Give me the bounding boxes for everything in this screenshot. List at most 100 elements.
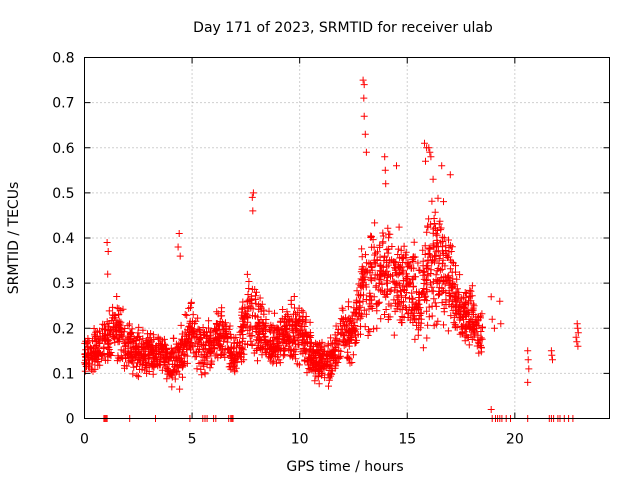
data-point bbox=[347, 335, 355, 343]
data-point bbox=[456, 271, 464, 279]
data-point bbox=[421, 242, 429, 250]
data-point bbox=[283, 324, 290, 332]
data-point bbox=[346, 359, 354, 367]
data-point bbox=[415, 266, 423, 274]
data-points bbox=[81, 76, 582, 422]
data-point bbox=[361, 130, 369, 138]
data-point bbox=[103, 239, 111, 246]
x-tick-label: 5 bbox=[188, 432, 197, 448]
data-point bbox=[133, 362, 140, 370]
data-point bbox=[390, 259, 397, 267]
data-point bbox=[477, 341, 484, 349]
data-point bbox=[235, 342, 243, 349]
data-point bbox=[115, 310, 123, 318]
data-point bbox=[314, 373, 322, 381]
data-point bbox=[461, 289, 469, 296]
data-point bbox=[382, 306, 390, 313]
data-point bbox=[191, 353, 199, 361]
data-point bbox=[239, 298, 247, 306]
data-point bbox=[331, 351, 339, 359]
data-point bbox=[434, 239, 442, 247]
data-point bbox=[128, 329, 135, 337]
data-point bbox=[388, 243, 396, 250]
data-point bbox=[525, 365, 533, 373]
data-point bbox=[133, 371, 141, 379]
data-point bbox=[98, 350, 106, 358]
data-point bbox=[281, 351, 289, 359]
data-point bbox=[147, 330, 155, 337]
data-point bbox=[395, 264, 403, 271]
data-point bbox=[212, 320, 220, 327]
data-point bbox=[113, 357, 121, 365]
data-point bbox=[132, 354, 140, 362]
data-point bbox=[273, 326, 281, 333]
data-point bbox=[283, 308, 291, 316]
data-point bbox=[190, 349, 198, 357]
data-point bbox=[218, 332, 226, 340]
data-point bbox=[227, 330, 235, 338]
data-point bbox=[433, 231, 441, 239]
data-point bbox=[436, 251, 444, 259]
data-point bbox=[440, 321, 447, 329]
data-point bbox=[89, 345, 97, 353]
data-point bbox=[465, 341, 473, 349]
data-point bbox=[213, 336, 221, 344]
data-point bbox=[524, 347, 532, 355]
data-point bbox=[325, 355, 333, 363]
data-point bbox=[247, 296, 255, 304]
data-point bbox=[372, 249, 380, 257]
data-point bbox=[178, 330, 186, 338]
data-point bbox=[452, 289, 460, 297]
data-point bbox=[352, 339, 360, 346]
data-point bbox=[162, 345, 170, 352]
data-point bbox=[214, 310, 222, 318]
data-point bbox=[357, 275, 365, 283]
data-point bbox=[89, 367, 97, 375]
data-point bbox=[323, 351, 331, 359]
data-point bbox=[430, 242, 437, 250]
data-point bbox=[393, 270, 401, 278]
data-point bbox=[202, 352, 210, 360]
data-point bbox=[305, 355, 313, 362]
data-point bbox=[330, 346, 338, 354]
data-point bbox=[356, 298, 364, 306]
data-point bbox=[449, 280, 456, 287]
data-point bbox=[414, 326, 422, 334]
data-point bbox=[442, 276, 450, 284]
data-point bbox=[298, 317, 306, 325]
data-point bbox=[245, 285, 253, 292]
data-point bbox=[340, 331, 347, 339]
data-point bbox=[209, 341, 217, 349]
data-point bbox=[574, 324, 582, 332]
data-point bbox=[385, 234, 393, 242]
data-point bbox=[419, 271, 427, 279]
data-point bbox=[446, 265, 454, 273]
data-point bbox=[216, 344, 224, 352]
y-tick-label: 0.8 bbox=[52, 51, 74, 67]
data-point bbox=[373, 271, 381, 279]
data-point bbox=[439, 260, 446, 268]
data-point bbox=[169, 360, 177, 368]
data-point bbox=[444, 273, 452, 281]
data-point bbox=[147, 337, 155, 345]
data-point bbox=[409, 283, 417, 291]
data-point bbox=[173, 352, 181, 360]
data-point bbox=[247, 322, 255, 330]
data-point bbox=[239, 304, 246, 312]
data-point bbox=[370, 325, 378, 333]
data-point bbox=[206, 364, 214, 372]
data-point bbox=[377, 315, 385, 323]
data-point bbox=[385, 271, 393, 279]
data-point bbox=[114, 338, 122, 346]
data-point bbox=[371, 219, 379, 227]
x-tick-label: 15 bbox=[398, 432, 416, 448]
data-point bbox=[429, 229, 437, 237]
data-point bbox=[442, 289, 450, 297]
data-point bbox=[197, 334, 204, 342]
data-point bbox=[465, 299, 473, 307]
data-point bbox=[249, 207, 257, 215]
x-axis-label: GPS time / hours bbox=[286, 459, 403, 475]
data-point bbox=[195, 339, 203, 347]
data-point bbox=[344, 353, 352, 361]
data-point bbox=[468, 292, 476, 300]
